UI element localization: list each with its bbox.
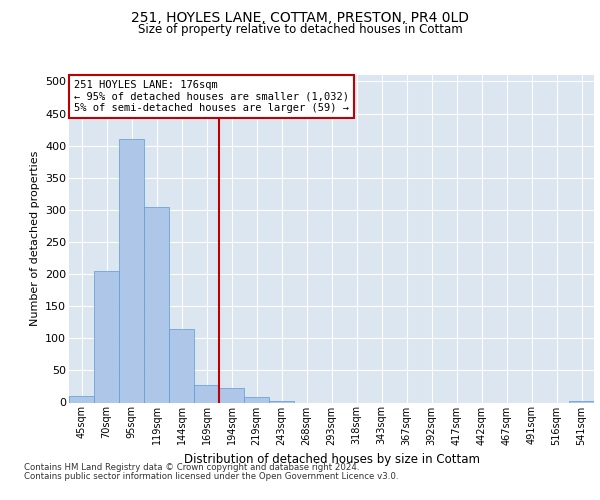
Bar — [94, 271, 119, 402]
Text: 251, HOYLES LANE, COTTAM, PRESTON, PR4 0LD: 251, HOYLES LANE, COTTAM, PRESTON, PR4 0… — [131, 11, 469, 25]
Y-axis label: Number of detached properties: Number of detached properties — [29, 151, 40, 326]
Text: 251 HOYLES LANE: 176sqm
← 95% of detached houses are smaller (1,032)
5% of semi-: 251 HOYLES LANE: 176sqm ← 95% of detache… — [74, 80, 349, 113]
Bar — [169, 328, 194, 402]
Bar — [69, 396, 94, 402]
Text: Size of property relative to detached houses in Cottam: Size of property relative to detached ho… — [137, 22, 463, 36]
Text: Contains public sector information licensed under the Open Government Licence v3: Contains public sector information licen… — [24, 472, 398, 481]
Bar — [119, 139, 144, 402]
Bar — [194, 384, 219, 402]
Bar — [144, 206, 169, 402]
X-axis label: Distribution of detached houses by size in Cottam: Distribution of detached houses by size … — [184, 453, 479, 466]
Text: Contains HM Land Registry data © Crown copyright and database right 2024.: Contains HM Land Registry data © Crown c… — [24, 464, 359, 472]
Bar — [569, 401, 594, 402]
Bar — [269, 400, 294, 402]
Bar — [219, 388, 244, 402]
Bar — [244, 398, 269, 402]
